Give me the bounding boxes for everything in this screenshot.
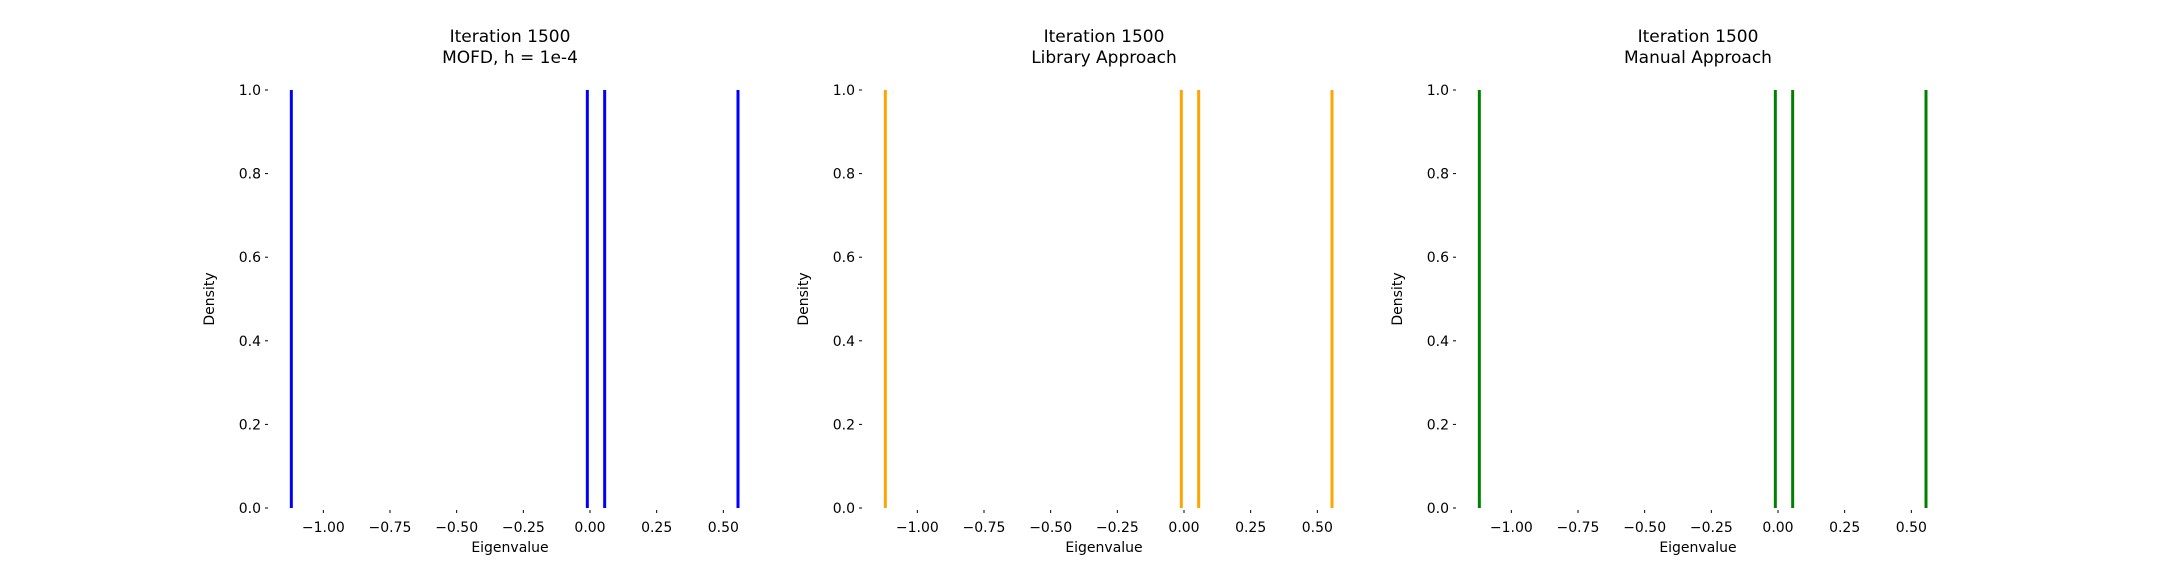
y-tick-label: 0.6: [1427, 250, 1449, 266]
y-axis-label: Density: [1390, 272, 1406, 325]
y-tick-label: 1.0: [239, 83, 261, 99]
y-tick-label: 0.6: [833, 250, 855, 266]
x-tick-label: −0.75: [369, 520, 412, 536]
y-tick-label: 0.0: [239, 501, 261, 517]
x-tick-label: −0.75: [1557, 520, 1600, 536]
y-tick-label: 0.8: [239, 167, 261, 183]
x-tick-label: −1.00: [1490, 520, 1533, 536]
y-tick-label: 0.4: [833, 334, 855, 350]
chart-title-line-2: Library Approach: [1031, 48, 1177, 68]
y-tick-label: 0.0: [1427, 501, 1449, 517]
chart-title-line-2: Manual Approach: [1624, 48, 1772, 68]
y-tick-label: 1.0: [833, 83, 855, 99]
x-axis-label: Eigenvalue: [471, 540, 548, 556]
y-tick-label: 0.2: [239, 417, 261, 433]
chart-title-line-1: Iteration 1500: [1638, 27, 1759, 47]
x-tick-label: −0.25: [1690, 520, 1733, 536]
x-tick-label: 0.50: [1302, 520, 1333, 536]
chart-title-line-1: Iteration 1500: [1044, 27, 1165, 47]
x-tick-label: −0.50: [435, 520, 478, 536]
y-tick-label: 1.0: [1427, 83, 1449, 99]
x-tick-label: 0.25: [1235, 520, 1266, 536]
y-tick-label: 0.2: [1427, 417, 1449, 433]
y-tick-label: 0.6: [239, 250, 261, 266]
x-tick-label: −1.00: [302, 520, 345, 536]
x-tick-label: −0.75: [963, 520, 1006, 536]
x-axis-label: Eigenvalue: [1659, 540, 1736, 556]
x-tick-label: 0.25: [1829, 520, 1860, 536]
y-tick-label: 0.8: [833, 167, 855, 183]
y-tick-label: 0.8: [1427, 167, 1449, 183]
x-tick-label: 0.00: [1168, 520, 1199, 536]
x-tick-label: 0.50: [708, 520, 739, 536]
y-axis-label: Density: [202, 272, 218, 325]
x-tick-label: 0.25: [641, 520, 672, 536]
chart-title-line-2: MOFD, h = 1e-4: [442, 48, 578, 68]
x-tick-label: 0.50: [1896, 520, 1927, 536]
x-tick-label: −0.25: [502, 520, 545, 536]
y-tick-label: 0.0: [833, 501, 855, 517]
y-tick-label: 0.4: [239, 334, 261, 350]
x-tick-label: −0.25: [1096, 520, 1139, 536]
x-tick-label: 0.00: [1762, 520, 1793, 536]
x-tick-label: 0.00: [574, 520, 605, 536]
x-tick-label: −1.00: [896, 520, 939, 536]
x-tick-label: −0.50: [1029, 520, 1072, 536]
x-axis-label: Eigenvalue: [1065, 540, 1142, 556]
y-tick-label: 0.4: [1427, 334, 1449, 350]
y-axis-label: Density: [796, 272, 812, 325]
chart-title-line-1: Iteration 1500: [450, 27, 571, 47]
x-tick-label: −0.50: [1623, 520, 1666, 536]
y-tick-label: 0.2: [833, 417, 855, 433]
